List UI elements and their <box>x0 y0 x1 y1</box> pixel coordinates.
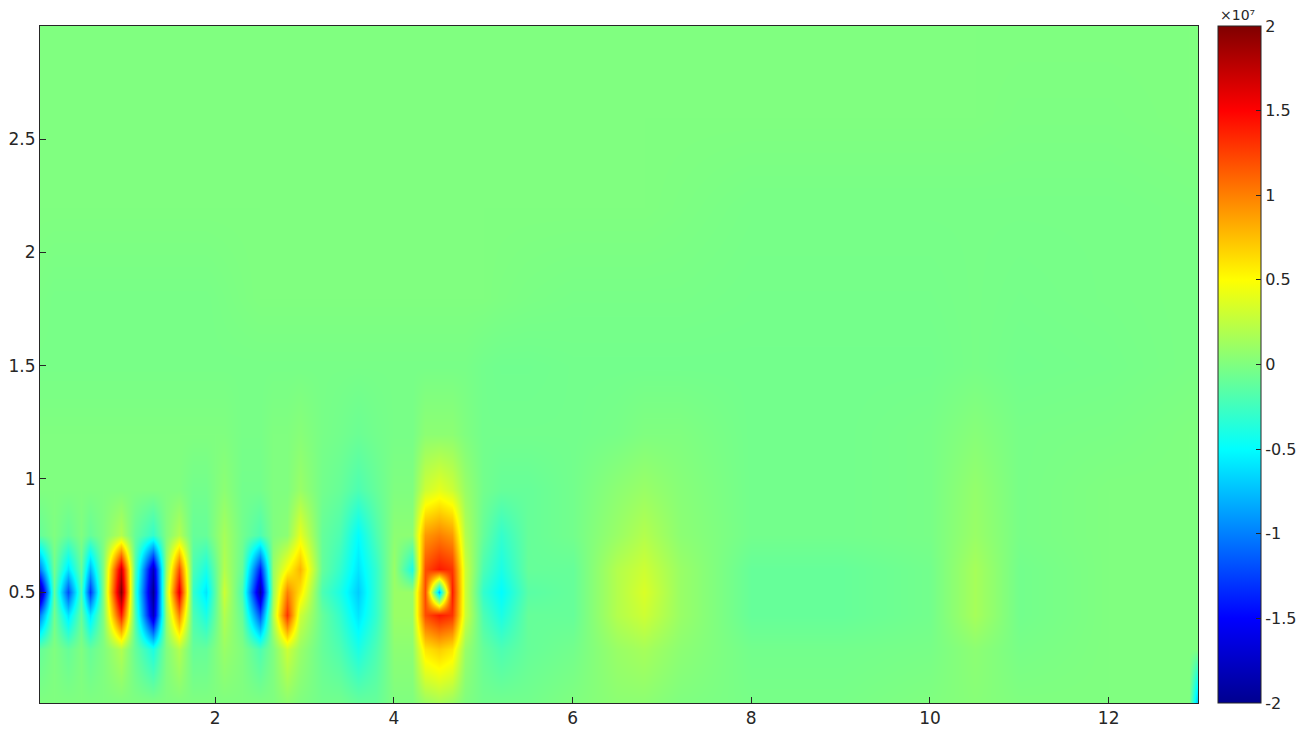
svg-text:1: 1 <box>1265 186 1275 205</box>
svg-text:6: 6 <box>567 708 578 728</box>
svg-text:2: 2 <box>25 242 36 262</box>
svg-text:0.5: 0.5 <box>9 582 36 602</box>
svg-text:12: 12 <box>1098 708 1120 728</box>
svg-text:8: 8 <box>746 708 757 728</box>
svg-text:0: 0 <box>1265 355 1275 374</box>
svg-text:2: 2 <box>210 708 221 728</box>
svg-text:10: 10 <box>919 708 941 728</box>
svg-text:1: 1 <box>25 469 36 489</box>
svg-text:2.5: 2.5 <box>9 129 36 149</box>
svg-text:×10⁷: ×10⁷ <box>1220 7 1255 23</box>
svg-text:1.5: 1.5 <box>1265 101 1290 120</box>
svg-text:4: 4 <box>388 708 399 728</box>
svg-text:-0.5: -0.5 <box>1265 440 1296 459</box>
svg-text:1.5: 1.5 <box>9 356 36 376</box>
svg-text:-1.5: -1.5 <box>1265 609 1296 628</box>
svg-text:2: 2 <box>1265 17 1275 36</box>
svg-text:-2: -2 <box>1265 694 1281 713</box>
svg-text:-1: -1 <box>1265 524 1281 543</box>
svg-text:0.5: 0.5 <box>1265 270 1290 289</box>
